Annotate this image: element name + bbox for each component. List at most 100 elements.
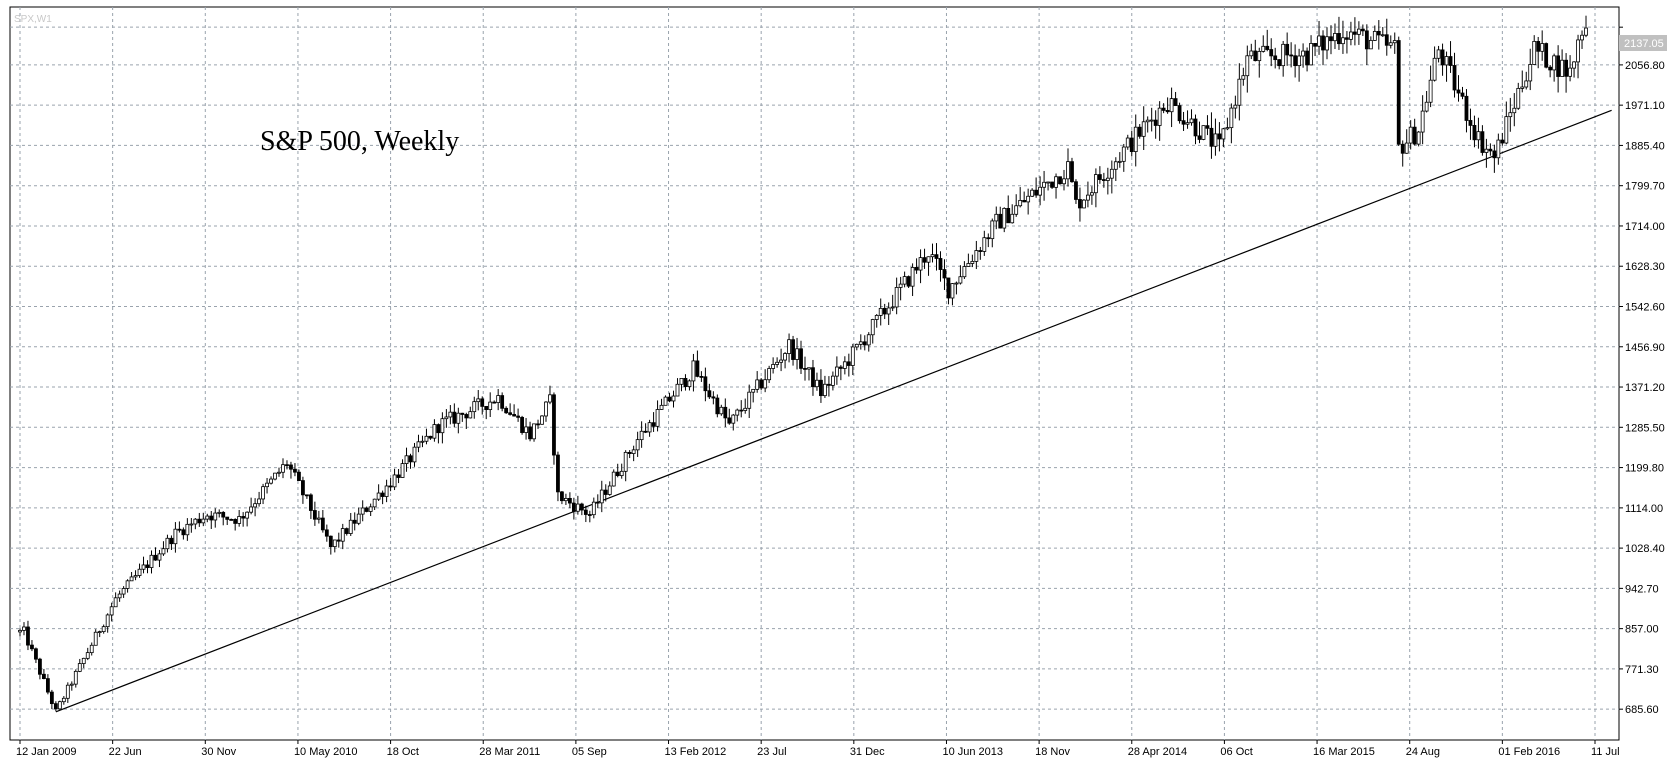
candle xyxy=(468,406,473,419)
candle xyxy=(30,640,34,652)
candle xyxy=(603,484,608,502)
candle xyxy=(1436,45,1441,63)
candle-body-down xyxy=(233,518,238,524)
candle-body-up xyxy=(878,307,883,316)
candle-body-down xyxy=(938,258,943,270)
candle-body-down xyxy=(942,269,947,279)
y-tick-label: 1714.00 xyxy=(1625,221,1665,233)
candle xyxy=(571,497,576,520)
candle-body-down xyxy=(1480,131,1485,153)
candle xyxy=(1484,138,1489,168)
candle-body-up xyxy=(607,485,612,495)
candle-body-down xyxy=(241,516,246,519)
candle xyxy=(1496,133,1501,165)
candle xyxy=(408,453,413,469)
candle xyxy=(109,602,114,622)
candle-body-down xyxy=(328,535,333,548)
candle-body-up xyxy=(994,213,999,222)
candle-body-down xyxy=(603,489,608,495)
candle-body-up xyxy=(675,383,680,397)
candle-body-up xyxy=(1062,178,1066,185)
candle-body-up xyxy=(400,463,405,478)
candle-body-up xyxy=(1213,133,1218,147)
candle xyxy=(336,532,341,548)
candle xyxy=(1185,110,1190,129)
candle-body-up xyxy=(1532,41,1537,65)
candle xyxy=(524,418,528,440)
candle xyxy=(512,404,517,417)
candle-body-up xyxy=(416,441,421,448)
candle-body-down xyxy=(1412,126,1417,145)
candle xyxy=(137,563,142,578)
x-tick-label: 13 Feb 2012 xyxy=(665,746,727,758)
candle-body-up xyxy=(866,334,871,346)
candle xyxy=(209,511,214,529)
candle-body-up xyxy=(599,489,604,504)
candle xyxy=(372,498,377,510)
candle-body-down xyxy=(707,390,712,398)
candle-body-up xyxy=(743,407,748,411)
candle-body-up xyxy=(245,511,250,519)
candle-body-down xyxy=(364,507,369,512)
candle-body-down xyxy=(1209,127,1214,147)
candle xyxy=(352,512,357,531)
candle xyxy=(496,389,501,411)
candle-body-down xyxy=(667,396,672,402)
candle xyxy=(743,398,748,414)
candle xyxy=(225,516,230,526)
candle xyxy=(850,343,855,376)
candle xyxy=(360,500,365,522)
candle xyxy=(946,277,951,305)
candle xyxy=(890,294,895,312)
candle xyxy=(683,374,688,391)
candle-body-down xyxy=(1034,189,1039,196)
candle xyxy=(1440,43,1445,76)
candle-body-up xyxy=(870,319,875,336)
candle xyxy=(1301,43,1305,68)
candle-body-up xyxy=(368,506,373,512)
candle xyxy=(197,512,202,527)
candle xyxy=(1309,35,1313,66)
candle-body-down xyxy=(906,276,911,287)
candle xyxy=(1153,110,1158,139)
candle xyxy=(34,647,38,664)
candle xyxy=(1066,148,1070,187)
candle xyxy=(974,240,979,270)
candle xyxy=(1261,35,1266,53)
candle-body-up xyxy=(1014,205,1019,215)
candle-body-up xyxy=(966,263,971,267)
candle-body-up xyxy=(1333,33,1337,42)
candle xyxy=(587,510,592,523)
candle xyxy=(1424,90,1429,113)
y-tick-label: 685.60 xyxy=(1625,704,1659,716)
candle-body-down xyxy=(711,396,716,399)
candle xyxy=(157,549,162,568)
candle-body-up xyxy=(1512,107,1517,114)
candle-body-down xyxy=(811,367,815,388)
candle-layer xyxy=(18,15,1588,712)
candle-body-up xyxy=(1424,101,1429,112)
candle-body-down xyxy=(1305,50,1309,66)
candle xyxy=(882,303,887,320)
candle xyxy=(556,451,560,502)
y-tick-label: 1114.00 xyxy=(1625,503,1663,515)
candle-body-up xyxy=(1125,137,1130,148)
candle-body-up xyxy=(340,528,345,542)
candle xyxy=(1054,173,1058,199)
candle-body-down xyxy=(1400,143,1405,154)
candle-body-down xyxy=(336,539,341,542)
candle xyxy=(791,335,795,366)
x-tick-label: 28 Apr 2014 xyxy=(1128,746,1187,758)
candle xyxy=(49,689,54,710)
candle-body-up xyxy=(647,422,652,433)
candle xyxy=(763,369,768,393)
candle-body-up xyxy=(564,497,568,502)
candle xyxy=(53,701,58,712)
candle-body-up xyxy=(372,498,377,508)
candle xyxy=(735,408,740,422)
candle xyxy=(153,547,158,561)
candle xyxy=(332,539,337,553)
candle-body-up xyxy=(432,424,437,439)
candle-body-up xyxy=(890,306,895,309)
candle xyxy=(245,511,250,527)
